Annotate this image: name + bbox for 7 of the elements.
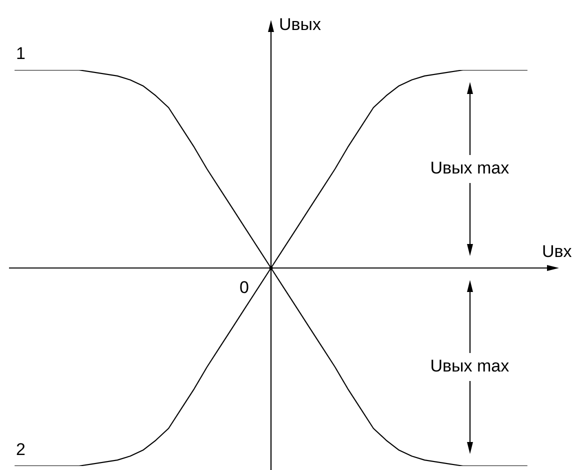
series-label: 1	[16, 44, 26, 63]
annotation: Uвых max	[430, 356, 510, 376]
y-axis-title: Uвых	[279, 15, 322, 34]
annotation: 0	[240, 278, 249, 298]
series-label: 2	[16, 440, 26, 459]
x-axis-title: Uвх	[542, 242, 572, 261]
annotation: Uвых max	[430, 158, 510, 178]
